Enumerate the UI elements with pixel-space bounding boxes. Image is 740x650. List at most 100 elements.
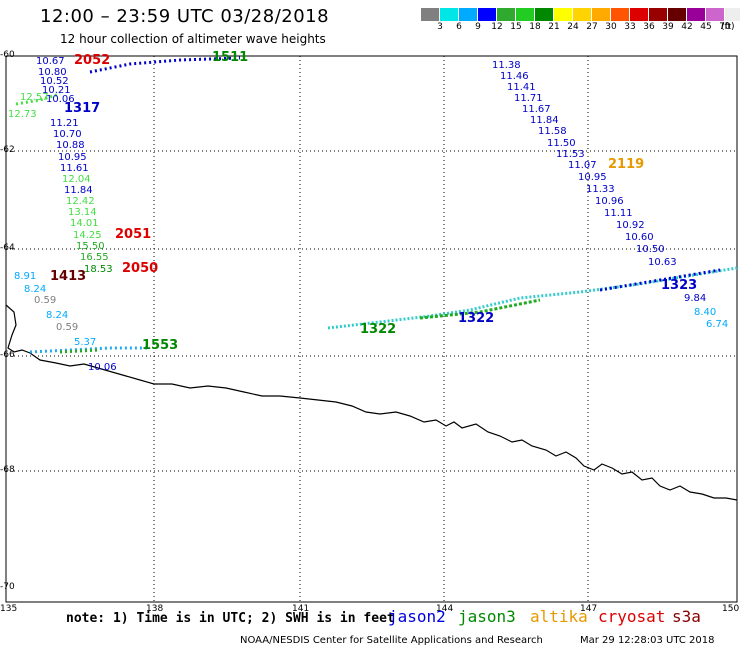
pass-time-label: 1323 (661, 278, 697, 293)
wave-height-label: 8.91 (14, 271, 36, 282)
wave-height-label: 11.84 (64, 185, 93, 196)
longitude-label: 141 (292, 604, 310, 614)
wave-height-label: 12.57 (20, 92, 49, 103)
wave-height-label: 11.41 (507, 82, 536, 93)
legend-swatch (535, 8, 554, 21)
wave-height-label: 12.73 (8, 109, 37, 120)
wave-height-label: 13.14 (68, 207, 97, 218)
track-jason3-east (327, 266, 738, 330)
legend-swatch (592, 8, 611, 21)
latitude-label: -62 (0, 145, 15, 155)
wave-height-label: 10.88 (56, 140, 85, 151)
wave-height-label: 11.67 (522, 104, 551, 115)
legend-tick-label: 70 (719, 22, 731, 32)
legend-tick-label: 15 (510, 22, 522, 32)
legend-tick-label: 18 (529, 22, 541, 32)
legend-swatch (630, 8, 649, 21)
latitude-label: -70 (0, 582, 15, 592)
legend-tick-label: 45 (700, 22, 712, 32)
pass-time-label: 2050 (122, 261, 158, 276)
page-title: 12:00 – 23:59 UTC 03/28/2018 (40, 6, 330, 27)
graticule (6, 56, 737, 602)
legend-tick-label: 39 (662, 22, 674, 32)
wave-height-label: 11.38 (492, 60, 521, 71)
legend-swatch (516, 8, 535, 21)
legend-swatch (573, 8, 592, 21)
satellite-cryosat: cryosat (598, 607, 666, 626)
legend-tick-label: 42 (681, 22, 693, 32)
credit-line: NOAA/NESDIS Center for Satellite Applica… (240, 635, 543, 646)
longitude-label: 135 (0, 604, 18, 614)
wave-height-label: 12.42 (66, 196, 95, 207)
pass-time-label: 1553 (142, 338, 178, 353)
satellite-altika: altika (530, 607, 588, 626)
longitude-label: 147 (580, 604, 598, 614)
wave-height-label: 9.84 (684, 293, 706, 304)
pass-time-label: 2051 (115, 227, 151, 242)
wave-height-labels: 10.67 205210.8010.5210.2112.5710.06131712… (8, 50, 728, 373)
generated-timestamp: Mar 29 12:28:03 UTC 2018 (580, 635, 715, 646)
wave-height-label: 8.24 (46, 310, 68, 321)
satellite-jason3: jason3 (458, 607, 516, 626)
wave-height-label: 11.11 (604, 208, 633, 219)
longitude-label: 138 (146, 604, 164, 614)
wave-height-label: 11.21 (50, 118, 79, 129)
legend-swatch (554, 8, 573, 21)
legend-tick-label: 9 (475, 22, 481, 32)
wave-height-label: 11.53 (556, 149, 585, 160)
legend-tick-label: 36 (643, 22, 655, 32)
legend-tick-label: 6 (456, 22, 462, 32)
wave-height-label: 6.74 (706, 319, 728, 330)
wave-height-label: 15.50 (76, 241, 105, 252)
wave-height-label: 10.95 (578, 172, 607, 183)
wave-height-label: 10.50 (636, 244, 665, 255)
longitude-label: 150 (722, 604, 740, 614)
wave-height-label: 10.60 (625, 232, 654, 243)
wave-height-label: 11.84 (530, 115, 559, 126)
wave-height-label: 10.63 (648, 257, 677, 268)
wave-height-label: 8.40 (694, 307, 716, 318)
wave-height-label: 14.01 (70, 218, 99, 229)
wave-height-label: 11.46 (500, 71, 529, 82)
wave-height-label: 10.21 (42, 85, 71, 96)
latitude-label: -64 (0, 243, 15, 253)
wave-height-label: 10.06 (88, 362, 117, 373)
wave-height-label: 11.61 (60, 163, 89, 174)
legend-tick-labels: (ft) 3 6 9 12 15 18 21 24 27 30 33 36 39 42 45 70 (421, 22, 740, 36)
legend-tick-label: 21 (548, 22, 560, 32)
legend-swatch (725, 8, 740, 21)
wave-height-label: 10.96 (595, 196, 624, 207)
pass-time-label: 1322 (360, 322, 396, 337)
wave-height-label: 0.59 (34, 295, 56, 306)
wave-height-label: 10.70 (53, 129, 82, 140)
wave-height-label: 8.24 (24, 284, 46, 295)
wave-height-label: 12.04 (62, 174, 91, 185)
legend-tick-label: 33 (624, 22, 636, 32)
wave-height-label: 11.50 (547, 138, 576, 149)
wave-height-label: 10.06 (46, 94, 75, 105)
legend-swatch (421, 8, 440, 21)
wave-height-label: 10.52 (40, 76, 69, 87)
wave-height-label: 18.53 (84, 264, 113, 275)
legend-unit: (ft) (721, 22, 735, 32)
legend-swatch (649, 8, 668, 21)
wave-height-label: 10.95 (58, 152, 87, 163)
legend-swatch (706, 8, 725, 21)
pass-time-label: 1317 (64, 101, 100, 116)
legend-swatch (668, 8, 687, 21)
pass-time-label: 2119 (608, 157, 644, 172)
latitude-label: -66 (0, 350, 15, 360)
legend-tick-label: 27 (586, 22, 598, 32)
wave-height-label: 10.92 (616, 220, 645, 231)
wave-height-label: 11.33 (586, 184, 615, 195)
footer-note: note: 1) Time is in UTC; 2) SWH is in fe… (66, 611, 395, 626)
wave-height-label: 10.67 (36, 56, 65, 67)
legend-tick-label: 24 (567, 22, 579, 32)
longitude-label: 144 (436, 604, 454, 614)
satellite-jason2: jason2 (388, 607, 446, 626)
legend-tick-label: 3 (437, 22, 443, 32)
legend-swatch (478, 8, 497, 21)
coastline (5, 304, 738, 501)
